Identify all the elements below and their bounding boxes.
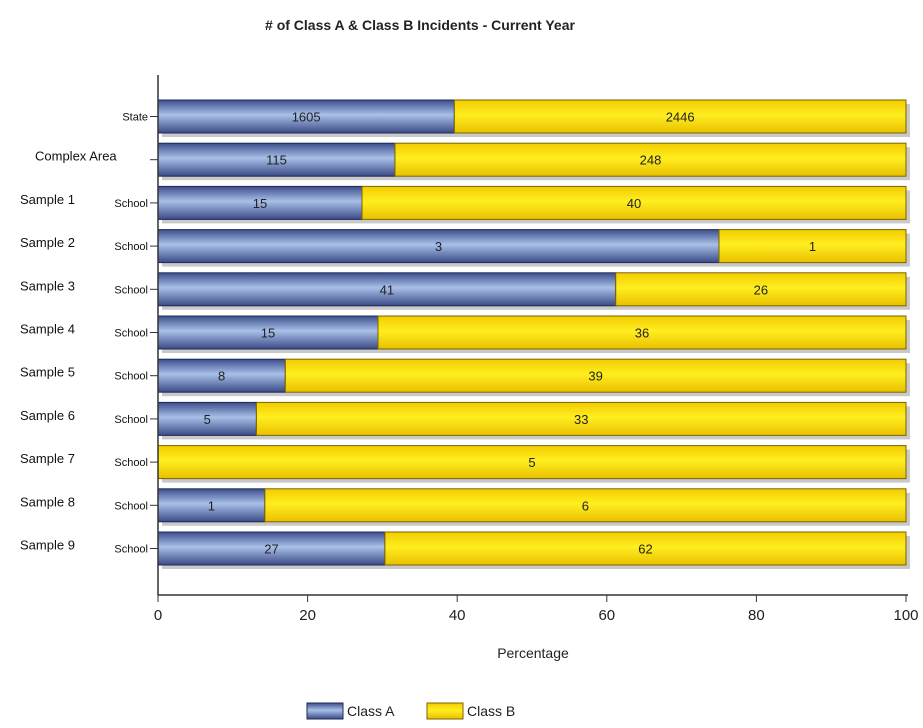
category-sub-label: School: [114, 198, 148, 210]
category-group-label: Complex Area: [35, 149, 117, 164]
legend-item: Class A: [306, 702, 395, 720]
bar-row: 15 40: [157, 185, 910, 224]
x-tick-label: 40: [449, 607, 466, 624]
bar-segment-class-b: [384, 531, 907, 566]
data-label: 15: [253, 196, 267, 211]
data-label: 26: [754, 282, 768, 297]
bar-segment-class-a: [157, 142, 396, 177]
x-axis-title: Percentage: [497, 645, 569, 661]
category-group-label: Sample 7: [20, 451, 75, 466]
bar-row: 41 26: [157, 272, 910, 310]
bar-segment-class-a: [157, 358, 286, 393]
category-sub-label: School: [114, 328, 148, 340]
data-label: 33: [574, 412, 588, 427]
x-tick-label: 60: [598, 607, 615, 624]
bar-segment-class-a: [157, 185, 363, 220]
bar-segment-class-a: [157, 488, 266, 523]
data-label: 39: [588, 369, 602, 384]
bar-segment-class-a: [157, 401, 257, 436]
category-sub-label: State: [122, 112, 148, 124]
data-label: 5: [204, 412, 211, 427]
bar-row: 5 33: [157, 401, 911, 440]
x-axis-ticks: 0 20 40 60 80 100: [154, 595, 919, 624]
category-group-label: Sample 9: [20, 538, 75, 553]
category-group-label: Sample 4: [20, 322, 75, 337]
x-tick-label: 80: [748, 607, 765, 624]
legend-label: Class A: [347, 703, 395, 719]
category-sub-label: School: [114, 371, 148, 383]
data-label: 3: [435, 239, 442, 254]
legend-label: Class B: [467, 703, 515, 719]
bar-row: 27 62: [157, 531, 910, 569]
bar-segment-class-a: [157, 315, 379, 350]
legend-swatch: [306, 702, 344, 720]
bar-segment-class-b: [255, 401, 907, 436]
bar-row: 8 39: [157, 358, 910, 397]
category-sub-label: School: [114, 544, 148, 556]
category-group-label: Sample 2: [20, 235, 75, 250]
data-label: 15: [261, 326, 275, 341]
data-label: 5: [528, 455, 535, 470]
legend-swatch: [426, 702, 464, 720]
data-label: 1605: [292, 110, 321, 125]
bar-row: 5: [157, 445, 910, 483]
category-sub-label: School: [114, 284, 148, 296]
x-tick-label: 20: [299, 607, 316, 624]
data-label: 2446: [666, 110, 695, 125]
category-group-label: Sample 6: [20, 408, 75, 423]
category-group-label: Sample 5: [20, 365, 75, 380]
chart-title: # of Class A & Class B Incidents - Curre…: [265, 17, 575, 33]
category-group-label: Sample 8: [20, 494, 75, 509]
bar-segment-class-b: [718, 229, 907, 264]
data-label: 1: [809, 239, 816, 254]
bar-row: 115 248: [157, 142, 910, 181]
bar-segment-class-b: [453, 99, 907, 134]
bar-segment-class-b: [361, 185, 907, 220]
bar-segment-class-b: [284, 358, 907, 393]
bar-segment-class-b: [615, 272, 907, 307]
bar-row: 1605 2446: [157, 99, 910, 137]
data-label: 1: [208, 498, 215, 513]
data-label: 27: [264, 542, 278, 557]
data-label: 248: [640, 153, 662, 168]
data-label: 6: [582, 498, 589, 513]
category-sub-label: School: [114, 414, 148, 426]
data-label: 36: [635, 326, 649, 341]
category-sub-label: School: [114, 457, 148, 469]
legend: Class A Class B: [306, 702, 515, 720]
category-group-label: Sample 1: [20, 192, 75, 207]
bar-segment-class-b: [377, 315, 907, 350]
data-label: 115: [266, 153, 287, 168]
category-group-label: Sample 3: [20, 278, 75, 293]
data-label: 62: [638, 542, 652, 557]
data-label: 8: [218, 369, 225, 384]
category-sub-label: School: [114, 241, 148, 253]
category-labels: State Complex Area Sample 1 School Sample 2 S…: [20, 112, 158, 556]
data-label: 41: [380, 282, 394, 297]
data-label: 40: [627, 196, 641, 211]
x-tick-label: 0: [154, 607, 162, 624]
x-tick-label: 100: [893, 607, 918, 624]
bar-segment-class-b: [394, 142, 907, 177]
bar-segment-class-b: [264, 488, 907, 523]
category-sub-label: School: [114, 500, 148, 512]
bar-row: 15 36: [157, 315, 910, 353]
bar-segment-class-a: [157, 99, 455, 134]
bar-segment-class-a: [157, 531, 386, 566]
legend-item: Class B: [426, 702, 515, 720]
